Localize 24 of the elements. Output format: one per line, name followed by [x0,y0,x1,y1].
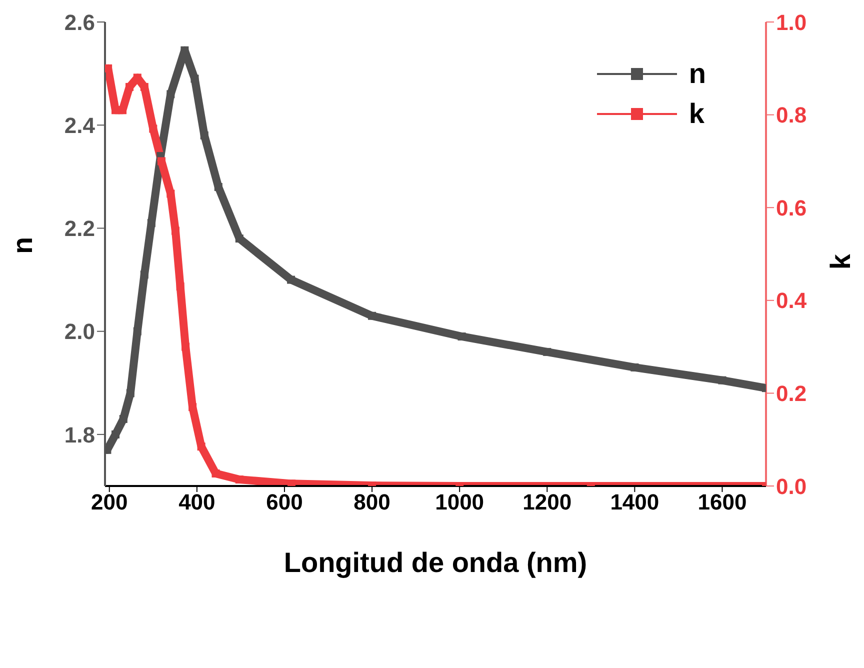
y2-tick-label: 0.8 [776,102,807,128]
legend-label: n [688,58,706,90]
y-tick-label: 2.4 [64,112,96,138]
x-tick-label: 600 [266,490,303,515]
y-tick-label: 2.6 [64,10,95,35]
y2-tick-label: 0.4 [776,288,808,314]
y2-axis-title: k [824,254,856,270]
x-tick-label: 400 [178,490,216,515]
y2-tick-label: 0.0 [776,474,807,499]
x-tick-label: 1600 [698,490,747,515]
x-tick-label: 1200 [522,490,572,515]
x-tick-label: 200 [91,490,128,515]
y2-tick-label: 0.2 [776,381,807,406]
y-axis-title: n [6,236,38,254]
x-tick-label: 1400 [610,490,660,515]
y-tick-label: 1.8 [64,422,95,448]
x-axis-title: Longitud de onda (nm) [284,547,588,578]
x-tick-label: 800 [354,490,390,515]
x-tick-label: 1000 [435,490,484,515]
y-tick-label: 2.0 [64,319,95,344]
y2-tick-label: 1.0 [776,10,807,35]
legend-label: k [688,98,704,130]
y2-tick-label: 0.6 [776,195,807,220]
y-tick-label: 2.2 [64,216,95,242]
